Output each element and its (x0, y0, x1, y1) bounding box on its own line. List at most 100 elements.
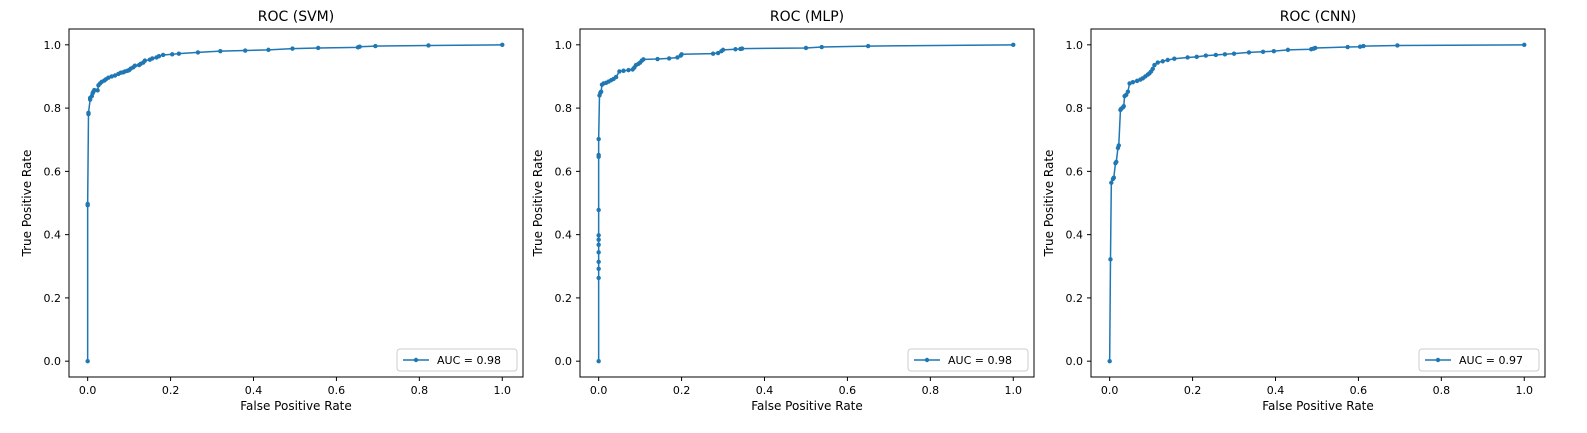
chart-panel: ROC (MLP) 0.0 0.2 0.4 0.6 0.8 1.0 0.0 0.2 0.4 0.6 0… (531, 9, 1035, 413)
roc-point (715, 50, 721, 56)
x-axis-label: False Positive Rate (751, 399, 863, 413)
roc-point (1011, 42, 1016, 48)
roc-point (112, 73, 118, 78)
roc-point (92, 87, 97, 93)
roc-point (1155, 60, 1160, 65)
roc-point (132, 63, 138, 68)
x-tick-label: 0.4 (245, 384, 263, 397)
roc-point (596, 233, 601, 238)
roc-point (1313, 45, 1318, 51)
roc-point (596, 358, 601, 364)
roc-point (1285, 47, 1291, 53)
plot-frame (579, 28, 1035, 378)
x-tick-label: 0.6 (328, 384, 346, 397)
y-tick-label: 0.4 (1066, 229, 1084, 242)
x-tick-label: 0.4 (1267, 384, 1285, 397)
roc-point (641, 57, 646, 62)
legend-box (396, 348, 518, 372)
roc-point (1260, 49, 1266, 54)
x-tick-label: 0.8 (1433, 384, 1451, 397)
x-tick-label: 1.0 (1005, 384, 1023, 397)
roc-point (1222, 52, 1228, 57)
roc-point (1395, 43, 1400, 48)
y-tick-label: 0.8 (1066, 102, 1084, 115)
x-tick-label: 0.0 (1101, 384, 1119, 397)
chart-panel: ROC (SVM) 0.0 0.2 0.4 0.6 0.8 1.0 0.0 0.2 0.4 0.6 0… (20, 9, 524, 413)
chart-title: ROC (MLP) (770, 9, 844, 25)
roc-point (266, 47, 271, 53)
roc-point (106, 75, 111, 80)
y-tick-label: 1.0 (44, 39, 62, 52)
roc-point (1109, 180, 1114, 185)
roc-point (95, 88, 100, 93)
x-tick-label: 0.6 (839, 384, 857, 397)
roc-point (596, 259, 601, 265)
roc-point (85, 358, 90, 364)
y-tick-label: 0.4 (555, 229, 573, 242)
roc-point (1165, 57, 1170, 63)
roc-point (739, 46, 745, 51)
roc-point (290, 46, 295, 51)
y-tick-label: 0.0 (1066, 355, 1084, 368)
roc-point (1111, 175, 1117, 180)
roc-point (617, 69, 622, 74)
roc-point (218, 48, 223, 54)
roc-point (243, 48, 248, 53)
roc-point (1116, 143, 1121, 148)
x-tick-label: 1.0 (494, 384, 512, 397)
roc-point (160, 52, 166, 58)
y-axis-label: True Positive Rate (1042, 150, 1056, 258)
roc-point (1108, 257, 1113, 262)
roc-point (596, 266, 601, 272)
roc-point (1522, 42, 1527, 48)
roc-point (1125, 89, 1131, 94)
y-tick-label: 0.8 (555, 102, 573, 115)
roc-point (596, 250, 601, 255)
roc-point (596, 152, 601, 158)
x-axis-label: False Positive Rate (240, 399, 352, 413)
roc-point (679, 52, 684, 57)
roc-point (655, 56, 660, 62)
x-tick-label: 0.2 (162, 384, 180, 397)
roc-point (500, 42, 505, 48)
roc-point (621, 68, 626, 73)
chart-title: ROC (CNN) (1280, 9, 1357, 25)
roc-point (596, 136, 601, 142)
roc-point (1127, 81, 1132, 86)
y-tick-label: 0.2 (555, 292, 573, 305)
roc-point (1271, 48, 1277, 54)
plot-frame (1090, 28, 1546, 378)
plot-frame (68, 28, 524, 378)
legend: AUC = 0.98 (907, 348, 1029, 372)
legend-marker (924, 357, 930, 363)
roc-point (865, 43, 871, 49)
legend-marker (1435, 357, 1441, 363)
legend: AUC = 0.98 (396, 348, 518, 372)
roc-point (150, 56, 155, 61)
roc-point (596, 207, 601, 213)
roc-point (156, 54, 162, 59)
y-tick-label: 0.2 (1066, 292, 1084, 305)
roc-point (675, 55, 680, 60)
roc-point (170, 52, 175, 57)
y-tick-label: 0.0 (44, 355, 62, 368)
roc-point (1357, 44, 1363, 49)
roc-point (1134, 78, 1140, 84)
roc-point (426, 43, 431, 48)
roc-point (1160, 59, 1165, 64)
y-tick-label: 0.6 (555, 165, 573, 178)
roc-point (373, 43, 378, 49)
roc-point (596, 275, 601, 281)
roc-point (733, 47, 738, 52)
y-tick-label: 0.0 (555, 355, 573, 368)
roc-point (1150, 66, 1155, 72)
x-axis-label: False Positive Rate (1262, 399, 1374, 413)
legend-box (907, 348, 1029, 372)
chart-title: ROC (SVM) (258, 9, 334, 25)
y-tick-label: 0.6 (44, 165, 62, 178)
roc-point (1107, 358, 1112, 364)
roc-point (1121, 103, 1126, 109)
roc-point (1361, 43, 1366, 49)
roc-point (85, 201, 90, 207)
roc-point (195, 50, 201, 55)
